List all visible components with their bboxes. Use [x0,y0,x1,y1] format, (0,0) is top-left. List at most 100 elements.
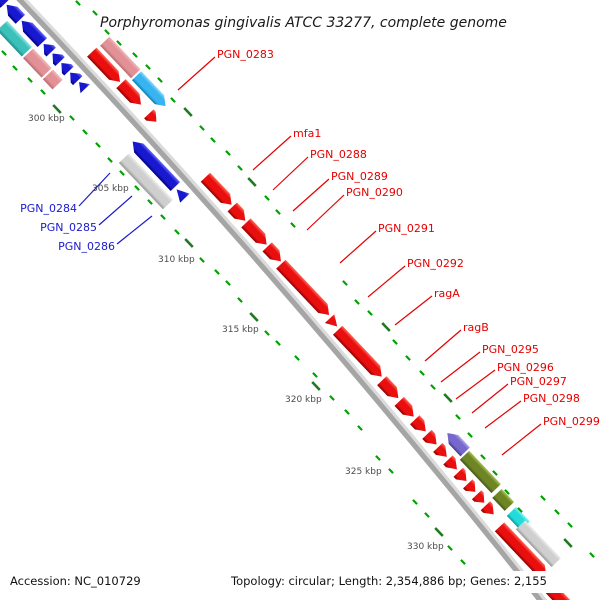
status-accession: Accession: NC_010729 [10,574,141,588]
gene-arrow-forward[interactable] [443,455,461,473]
scale-label-layer: 300 kbp 305 kbp 310 kbp 315 kbp 320 kbp 325 k… [28,114,444,552]
tick-dash [145,64,151,70]
gene-label[interactable]: ragB [463,321,489,334]
gene-arrow-forward[interactable] [410,415,430,436]
tick-dash [95,142,101,148]
gene-arrow-forward[interactable] [433,442,451,461]
gene-label-leader [272,156,309,191]
gene-arrow-forward[interactable] [494,522,551,580]
scale-label: 330 kbp [407,542,444,552]
gene-arrow-reverse[interactable] [128,137,181,191]
gene-arrow-reverse[interactable] [48,49,65,67]
tick-dash [354,299,360,305]
tick-dash [82,129,88,135]
gene-arrow-reverse[interactable] [23,48,52,78]
gene-label[interactable]: PGN_0285 [40,221,97,234]
tick-dash [210,137,216,143]
gene-arrow-forward[interactable] [471,490,489,507]
tick-dash-long [184,238,194,248]
tick-dash [294,355,300,361]
tick-dash-long [381,322,391,332]
scale-label: 315 kbp [222,325,259,335]
gene-label[interactable]: PGN_0297 [510,375,567,388]
gene-arrow-forward[interactable] [443,429,470,457]
gene-arrow-reverse[interactable] [0,0,10,8]
gene-arrow-forward[interactable] [394,396,419,421]
tick-dash [447,545,453,551]
gene-arrow-forward[interactable] [377,376,403,402]
gene-arrow-forward[interactable] [453,467,472,486]
tick-dash [170,97,176,103]
tick-dash-long [443,393,453,403]
gene-arrow-forward[interactable] [144,109,161,126]
gene-arrow-forward[interactable] [276,259,334,320]
tick-dash [264,330,270,336]
gene-arrow-reverse[interactable] [39,40,56,57]
gene-arrow-reverse[interactable] [0,20,32,57]
gene-arrow-reverse[interactable] [42,69,63,90]
gene-label[interactable]: PGN_0284 [20,202,77,215]
gene-arrow-reverse[interactable] [74,78,90,94]
gene-label[interactable]: PGN_0292 [407,257,464,270]
gene-label[interactable]: PGN_0289 [331,170,388,183]
gene-arrow-forward[interactable] [100,36,141,79]
gene-arrow-forward[interactable] [241,218,271,249]
gene-label[interactable]: PGN_0286 [58,240,115,253]
gene-label[interactable]: PGN_0299 [543,415,600,428]
tick-dash [388,468,394,474]
scale-label: 310 kbp [158,255,195,265]
tick-dash [12,65,18,71]
gene-arrow-reverse[interactable] [57,59,74,76]
gene-arrow-reverse[interactable] [65,68,83,86]
gene-arrow-forward[interactable] [480,501,499,519]
gene-arrow-forward[interactable] [87,47,125,87]
gene-arrow-forward[interactable] [492,488,515,511]
gene-arrow-forward[interactable] [131,71,170,110]
gene-arrow-forward[interactable] [463,479,480,496]
gene-arrow-forward[interactable] [332,325,386,381]
tick-dash [225,150,231,156]
gene-label[interactable]: PGN_0290 [346,186,403,199]
gene-label[interactable]: PGN_0288 [310,148,367,161]
tick-dash [344,409,350,415]
gene-label[interactable]: PGN_0298 [523,392,580,405]
tick-dash-long [249,312,259,322]
tick-dash [160,214,166,220]
gene-label[interactable]: PGN_0296 [497,361,554,374]
tick-dash-long [434,527,444,537]
gene-arrow-reverse[interactable] [118,153,174,210]
gene-arrow-forward[interactable] [200,172,237,210]
gene-label[interactable]: mfa1 [293,127,321,140]
tick-dash [540,495,546,501]
tick-dash [157,77,163,83]
gene-arrow-reverse[interactable] [172,185,190,203]
tick-dash [329,395,335,401]
tick-dash [367,310,373,316]
tick-dash [116,40,122,46]
gene-label[interactable]: PGN_0295 [482,343,539,356]
gene-arrow-reverse[interactable] [2,0,26,24]
gene-arrow-forward[interactable] [116,79,145,109]
gene-arrow-forward[interactable] [324,314,342,331]
gene-label[interactable]: ragA [434,287,460,300]
gene-label[interactable]: PGN_0283 [217,48,274,61]
status-bar [0,571,600,593]
gene-arrow-forward[interactable] [459,450,501,494]
tick-dash [199,257,205,263]
gene-arrow-forward[interactable] [227,202,251,225]
tick-dash [392,339,398,345]
gene-arrow-forward[interactable] [515,520,562,568]
tick-dash [1,50,7,56]
tick-dash [104,29,110,35]
gene-arrow-reverse[interactable] [17,16,48,48]
tick-dash [504,489,510,495]
gene-arrow-forward[interactable] [262,242,285,265]
gene-label[interactable]: PGN_0291 [378,222,435,235]
status-summary: Topology: circular; Length: 2,354,886 bp… [230,574,547,588]
tick-dash [119,170,125,176]
gene-arrow-forward[interactable] [422,429,441,449]
gene-label-leader [292,178,330,212]
gene-label-leader [78,172,111,207]
